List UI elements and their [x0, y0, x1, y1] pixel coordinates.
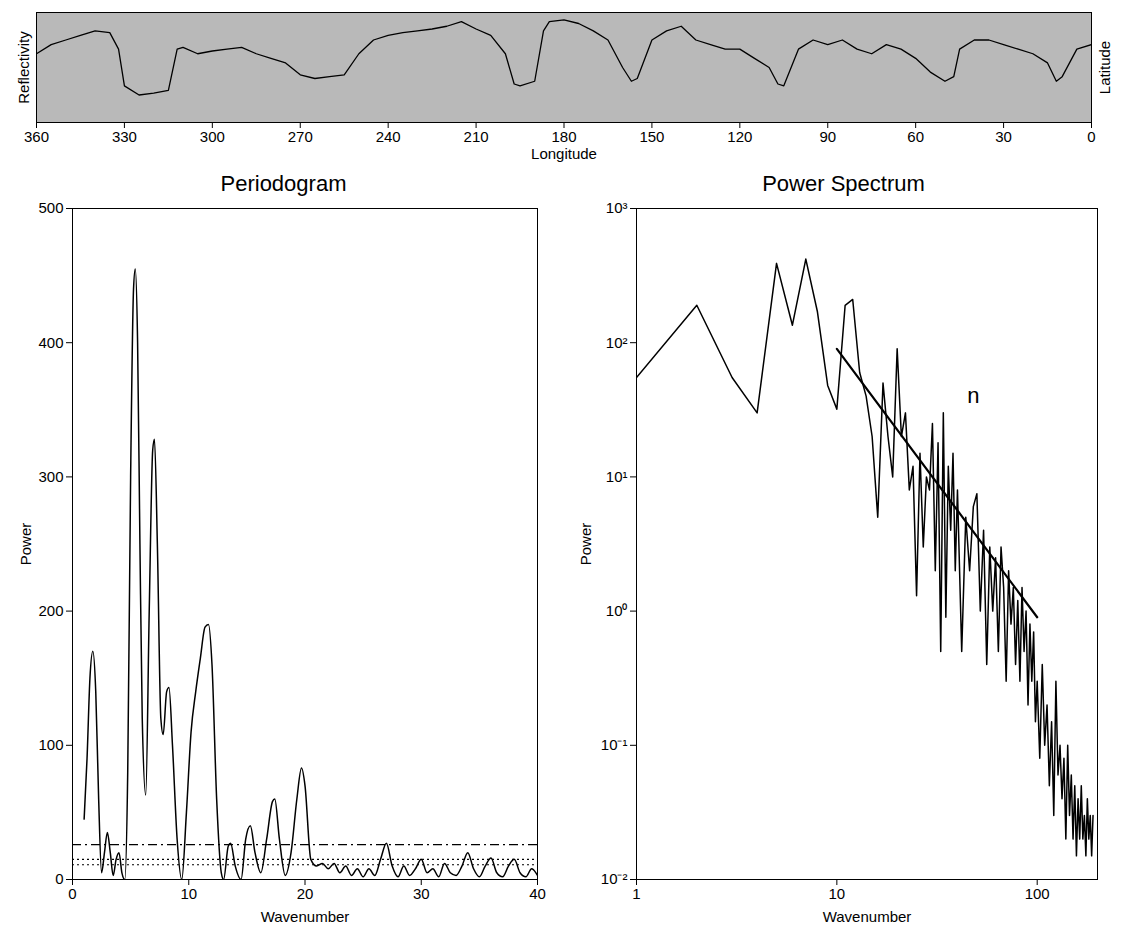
svg-text:10⁻¹: 10⁻¹	[601, 736, 628, 753]
svg-text:60: 60	[907, 128, 924, 145]
svg-text:400: 400	[38, 334, 63, 351]
svg-text:Reflectivity: Reflectivity	[15, 31, 32, 104]
svg-text:1: 1	[632, 885, 640, 902]
svg-text:180: 180	[551, 128, 576, 145]
svg-text:330: 330	[112, 128, 137, 145]
svg-text:120: 120	[727, 128, 752, 145]
svg-text:0: 0	[1087, 128, 1095, 145]
svg-text:0: 0	[55, 870, 63, 887]
svg-text:10⁻²: 10⁻²	[601, 870, 628, 887]
svg-text:Power: Power	[577, 523, 594, 566]
svg-text:10: 10	[180, 885, 197, 902]
svg-text:100: 100	[1025, 885, 1050, 902]
svg-text:300: 300	[38, 468, 63, 485]
svg-text:10³: 10³	[606, 199, 628, 216]
svg-text:200: 200	[38, 602, 63, 619]
svg-text:100: 100	[38, 736, 63, 753]
svg-text:300: 300	[200, 128, 225, 145]
svg-text:40: 40	[529, 885, 546, 902]
html-text:Power Spectrum: Power Spectrum	[762, 171, 925, 196]
html-text:Periodogram: Periodogram	[220, 171, 347, 196]
svg-text:150: 150	[639, 128, 664, 145]
svg-text:20: 20	[297, 885, 314, 902]
svg-text:360: 360	[24, 128, 49, 145]
svg-text:0: 0	[68, 885, 76, 902]
svg-text:n: n	[967, 383, 979, 408]
svg-text:10¹: 10¹	[606, 468, 628, 485]
svg-text:270: 270	[288, 128, 313, 145]
svg-text:Wavenumber: Wavenumber	[261, 908, 350, 925]
svg-text:10⁰: 10⁰	[606, 602, 628, 619]
svg-text:30: 30	[413, 885, 430, 902]
svg-text:240: 240	[376, 128, 401, 145]
svg-text:210: 210	[464, 128, 489, 145]
svg-text:Longitude: Longitude	[531, 145, 597, 162]
svg-text:90: 90	[819, 128, 836, 145]
svg-text:Wavenumber: Wavenumber	[823, 908, 912, 925]
svg-text:Power: Power	[17, 523, 34, 566]
svg-text:10: 10	[829, 885, 846, 902]
svg-text:10²: 10²	[606, 334, 628, 351]
svg-text:500: 500	[38, 199, 63, 216]
svg-text:Latitude: Latitude	[1096, 41, 1113, 94]
svg-text:30: 30	[995, 128, 1012, 145]
